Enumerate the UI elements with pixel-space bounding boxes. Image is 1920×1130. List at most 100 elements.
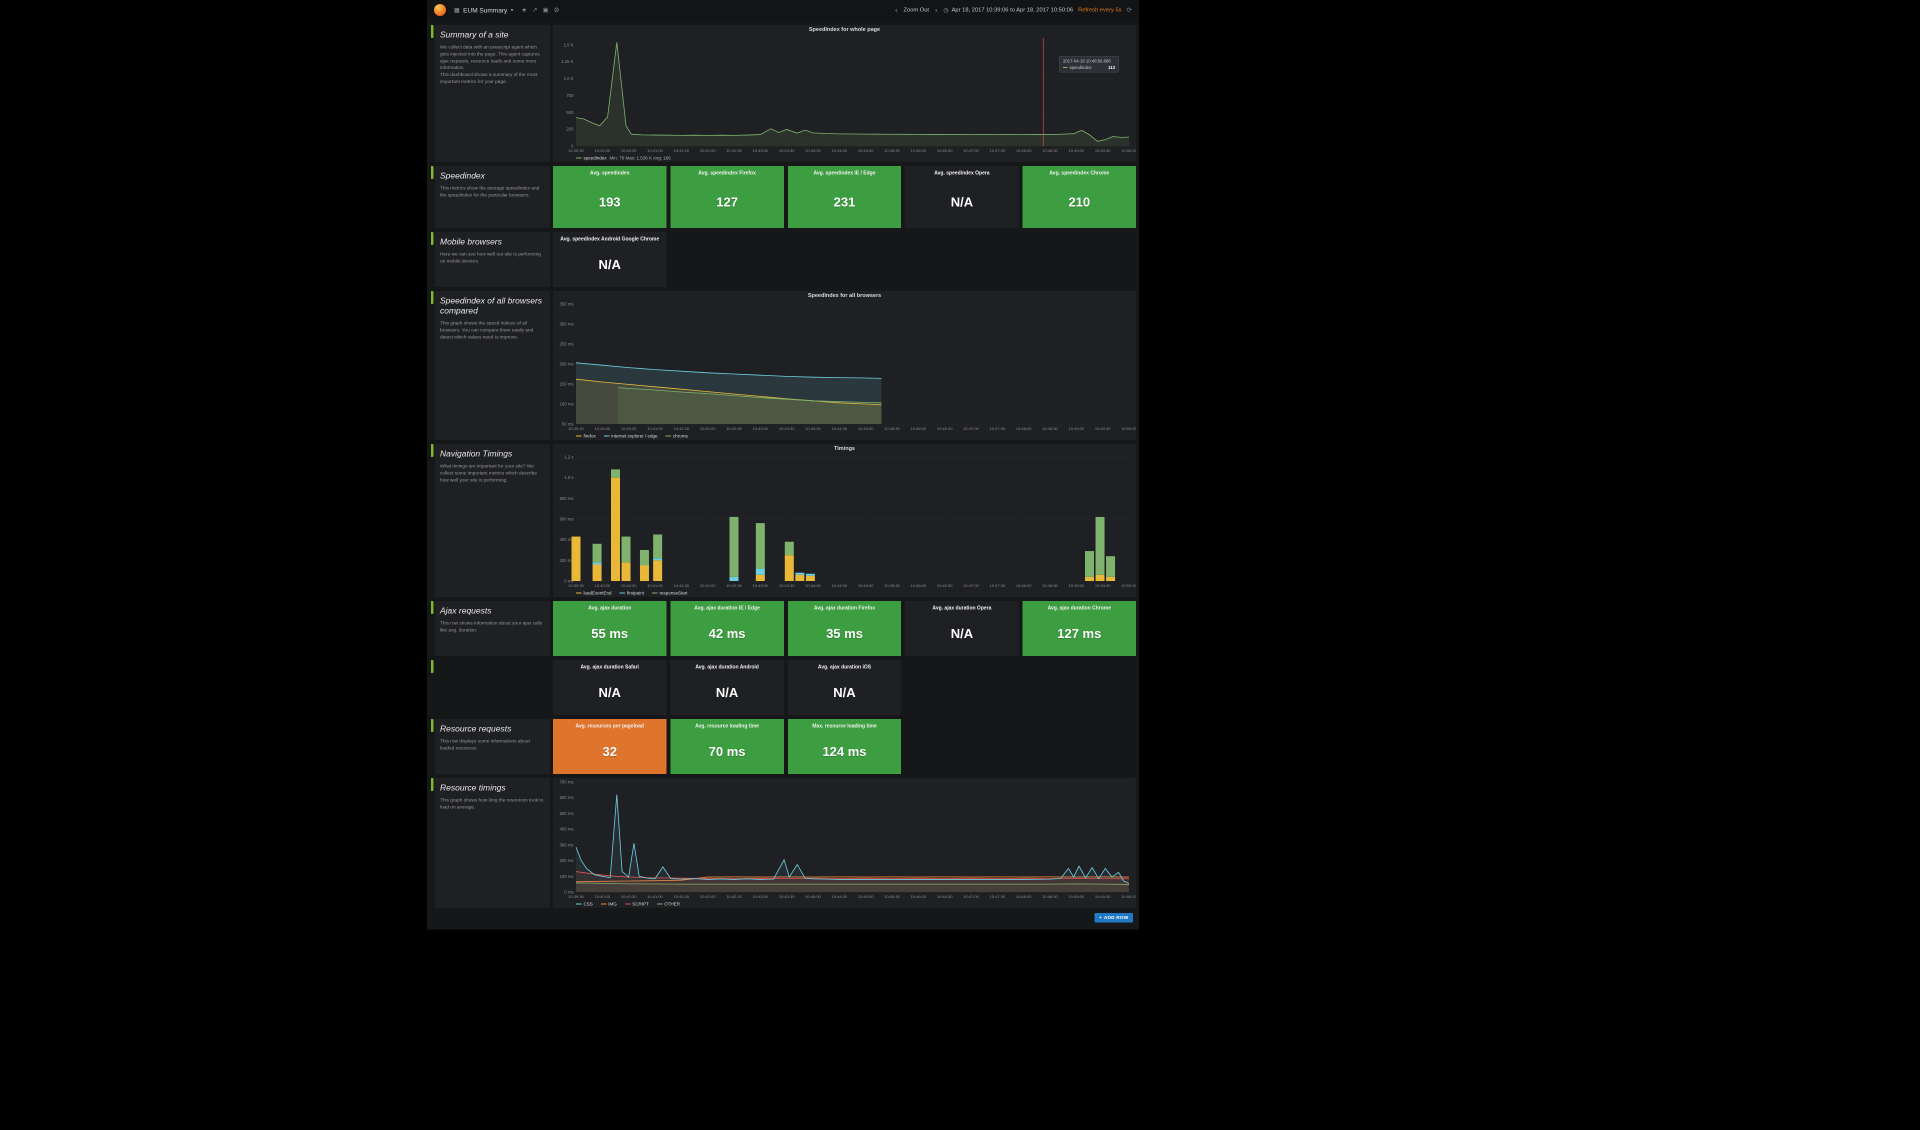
stat-avg-ajax-duration-safari[interactable]: Avg. ajax duration Safari N/A xyxy=(553,660,667,715)
svg-text:0 ms: 0 ms xyxy=(564,579,573,584)
chart-resource-timings[interactable]: 10:39:30 10:40:00 10:40:30 10:41:00 10:41:30… xyxy=(553,778,1136,900)
svg-text:10:46:00: 10:46:00 xyxy=(911,894,927,899)
row-title: Summary of a site xyxy=(440,30,509,40)
svg-text:10:40:00: 10:40:00 xyxy=(595,894,611,899)
svg-text:10:47:00: 10:47:00 xyxy=(963,894,979,899)
row-title: Mobile browsers xyxy=(440,237,502,247)
graph-title[interactable]: Timings xyxy=(834,445,855,452)
chart-timings[interactable]: 10:39:30 10:40:00 10:40:30 10:41:00 10:41:30… xyxy=(553,453,1136,589)
svg-text:10:47:00: 10:47:00 xyxy=(963,583,979,588)
stat-max-resource-loading-time[interactable]: Max. resource loading time 124 ms xyxy=(787,719,902,774)
time-back-icon[interactable]: ‹ xyxy=(895,6,898,14)
stat-avg-speedindex-chrome[interactable]: Avg. speedindex Chrome 210 xyxy=(1022,166,1136,228)
row-collapse-tab[interactable] xyxy=(431,778,434,791)
stat-avg-speedindex-android-google-chrome[interactable]: Avg. speedindex Android Google Chrome N/… xyxy=(553,232,667,287)
svg-text:300 ms: 300 ms xyxy=(560,322,574,327)
svg-text:10:44:00: 10:44:00 xyxy=(805,148,821,153)
settings-gear-icon[interactable]: ⚙ xyxy=(553,6,560,14)
stat-avg-resources-per-pageload[interactable]: Avg. resources per pageload 32 xyxy=(553,719,667,774)
svg-text:100 ms: 100 ms xyxy=(560,874,574,879)
svg-text:50 ms: 50 ms xyxy=(562,422,574,427)
svg-text:0: 0 xyxy=(571,144,574,149)
add-row-button[interactable]: + ADD ROW xyxy=(1094,913,1133,923)
graph-title[interactable]: SpeedIndex for whole page xyxy=(808,26,881,33)
text-panel-summary: Summary of a site We collect data with a… xyxy=(435,25,550,162)
legend-item[interactable]: speedindex Min: 70 Max: 1.536 K Avg: 166 xyxy=(576,156,671,161)
row-collapse-tab[interactable] xyxy=(431,166,434,179)
svg-text:10:44:30: 10:44:30 xyxy=(832,148,848,153)
stat-avg-ajax-duration[interactable]: Avg. ajax duration 55 ms xyxy=(553,601,667,656)
graph-legend: loadEventEnd firstpaint responseStart xyxy=(553,589,1136,597)
row-browsers-compared: Speedindex of all browsers compared This… xyxy=(431,291,1136,440)
stat-value: 127 xyxy=(716,194,738,210)
time-range-picker[interactable]: ◷ Apr 18, 2017 10:39:06 to Apr 18, 2017 … xyxy=(943,7,1073,14)
legend-item[interactable]: IMG xyxy=(600,902,617,907)
plus-icon: + xyxy=(1098,915,1102,921)
svg-text:10:41:00: 10:41:00 xyxy=(647,148,663,153)
row-collapse-tab[interactable] xyxy=(431,232,434,245)
svg-text:200 ms: 200 ms xyxy=(560,558,574,563)
stat-avg-ajax-duration-android[interactable]: Avg. ajax duration Android N/A xyxy=(670,660,784,715)
svg-text:0 ms: 0 ms xyxy=(564,890,573,895)
svg-text:10:46:30: 10:46:30 xyxy=(937,894,953,899)
stat-avg-ajax-duration-ios[interactable]: Avg. ajax duration iOS N/A xyxy=(787,660,902,715)
grafana-logo[interactable] xyxy=(434,4,446,16)
svg-text:10:49:00: 10:49:00 xyxy=(1069,894,1085,899)
refresh-interval-button[interactable]: Refresh every 5s xyxy=(1078,7,1122,13)
stat-avg-speedindex-firefox[interactable]: Avg. speedindex Firefox 127 xyxy=(670,166,784,228)
row-collapse-tab[interactable] xyxy=(431,25,434,38)
stat-avg-resource-loading-time[interactable]: Avg. resource loading time 70 ms xyxy=(670,719,784,774)
legend-item[interactable]: firefox xyxy=(576,434,596,439)
refresh-icon[interactable]: ⟳ xyxy=(1126,6,1132,14)
stat-avg-speedindex-opera[interactable]: Avg. speedindex Opera N/A xyxy=(905,166,1019,228)
stat-value: 42 ms xyxy=(708,625,746,641)
row-description: This graph shows how long the resources … xyxy=(440,797,544,810)
stat-title: Avg. ajax duration Opera xyxy=(932,605,992,612)
empty-slot xyxy=(435,660,550,715)
stat-avg-ajax-duration-chrome[interactable]: Avg. ajax duration Chrome 127 ms xyxy=(1022,601,1136,656)
chart-speedindex-whole-page[interactable]: 10:39:30 10:40:00 10:40:30 10:41:00 10:41:30… xyxy=(553,34,1136,154)
svg-text:10:40:30: 10:40:30 xyxy=(621,894,637,899)
stat-value: N/A xyxy=(833,684,856,700)
row-collapse-tab[interactable] xyxy=(431,660,434,673)
text-panel-ajax: Ajax requests This row shows information… xyxy=(435,601,550,656)
legend-item[interactable]: OTHER xyxy=(656,902,680,907)
share-icon[interactable]: ↗ xyxy=(532,6,538,14)
row-resource-requests: Resource requests This row displays some… xyxy=(431,719,1136,774)
legend-item[interactable]: firstpaint xyxy=(619,591,644,596)
row-collapse-tab[interactable] xyxy=(431,719,434,732)
svg-text:10:44:00: 10:44:00 xyxy=(805,583,821,588)
svg-text:10:40:30: 10:40:30 xyxy=(621,583,637,588)
svg-text:10:48:30: 10:48:30 xyxy=(1042,148,1058,153)
stat-avg-ajax-duration-opera[interactable]: Avg. ajax duration Opera N/A xyxy=(905,601,1019,656)
save-icon[interactable]: ▣ xyxy=(542,6,549,14)
stat-avg-ajax-duration-ie-edge[interactable]: Avg. ajax duration IE / Edge 42 ms xyxy=(670,601,784,656)
row-speedindex: Speedindex This metrics show the average… xyxy=(431,166,1136,228)
empty-slot xyxy=(1023,660,1136,715)
row-collapse-tab[interactable] xyxy=(431,601,434,614)
chart-speedindex-all-browsers[interactable]: 10:39:30 10:40:00 10:40:30 10:41:00 10:41:30… xyxy=(553,300,1136,432)
time-forward-icon[interactable]: › xyxy=(935,6,938,14)
svg-text:10:42:00: 10:42:00 xyxy=(700,894,716,899)
svg-text:350 ms: 350 ms xyxy=(560,302,574,307)
stat-avg-speedindex-ie-edge[interactable]: Avg. speedindex IE / Edge 231 xyxy=(787,166,902,228)
row-collapse-tab[interactable] xyxy=(431,444,434,457)
star-icon[interactable]: ★ xyxy=(521,6,528,14)
legend-item[interactable]: chrome xyxy=(665,434,688,439)
legend-item[interactable]: loadEventEnd xyxy=(576,591,612,596)
dashboard-picker[interactable]: ▦ EUM Summary ▾ xyxy=(451,4,516,16)
legend-item[interactable]: internet explorer / edge xyxy=(603,434,658,439)
zoom-out-button[interactable]: Zoom Out xyxy=(903,7,930,13)
svg-text:10:44:00: 10:44:00 xyxy=(805,426,821,431)
legend-item[interactable]: responseStart xyxy=(652,591,688,596)
graph-title[interactable]: SpeedIndex for all browsers xyxy=(807,292,882,299)
stat-avg-speedindex[interactable]: Avg. speedindex 193 xyxy=(553,166,667,228)
stat-title: Avg. ajax duration xyxy=(588,605,632,612)
row-collapse-tab[interactable] xyxy=(431,291,434,304)
svg-text:1.2 s: 1.2 s xyxy=(564,455,573,460)
legend-item[interactable]: CSS xyxy=(576,902,593,907)
legend-item[interactable]: SCRIPT xyxy=(624,902,649,907)
stat-avg-ajax-duration-firefox[interactable]: Avg. ajax duration Firefox 35 ms xyxy=(787,601,902,656)
stat-value: N/A xyxy=(598,684,621,700)
